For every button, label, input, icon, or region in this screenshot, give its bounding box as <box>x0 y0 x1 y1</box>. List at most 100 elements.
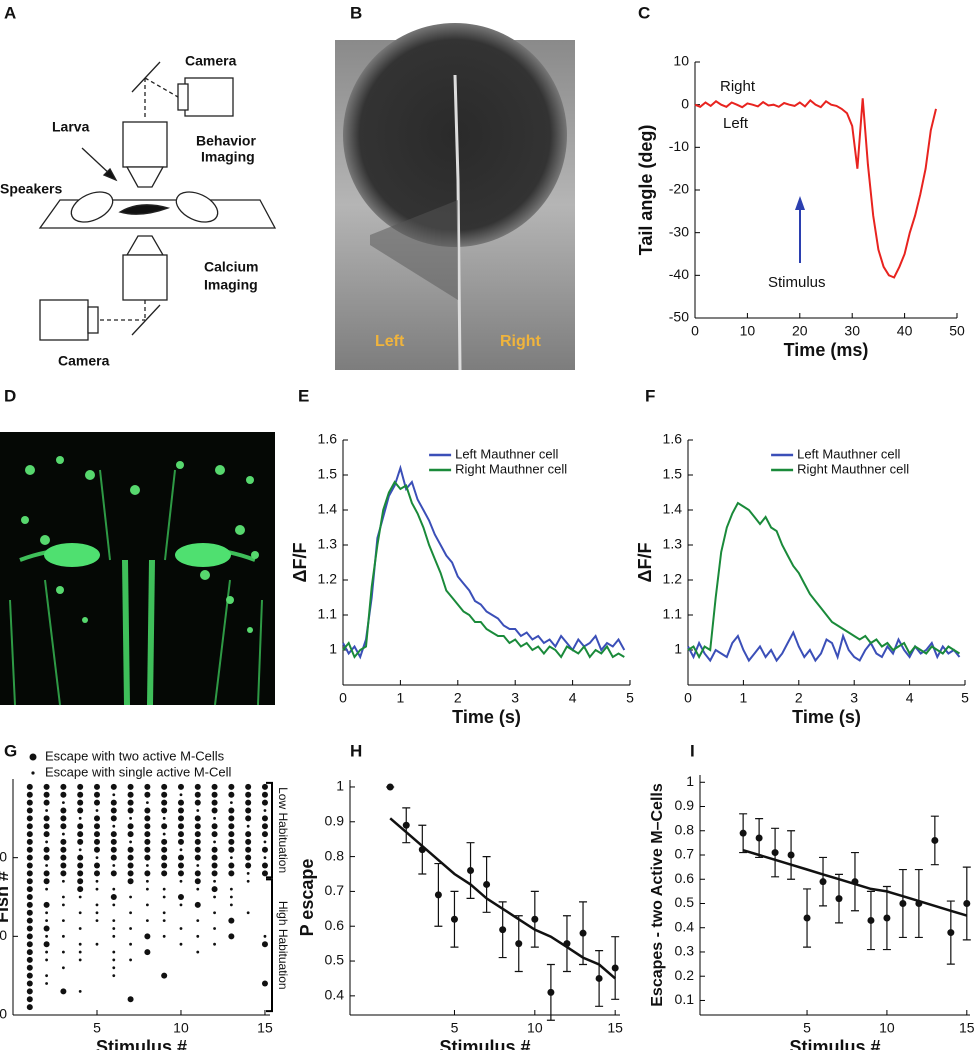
response-dot <box>45 974 48 978</box>
y-tick-label: 1.5 <box>318 466 338 482</box>
x-tick-label: 1 <box>740 690 748 706</box>
response-dot <box>127 996 134 1003</box>
y-tick-label: 20 <box>0 927 7 943</box>
response-dot <box>60 791 67 798</box>
response-dot <box>78 942 82 946</box>
response-dot <box>127 878 134 885</box>
response-dot <box>43 815 50 822</box>
response-dot <box>196 919 200 922</box>
response-dot <box>93 815 100 822</box>
y-tick-label: 0.7 <box>325 882 345 898</box>
response-dot <box>78 990 82 993</box>
response-dot <box>26 838 33 845</box>
y-tick-label: 0.3 <box>675 943 695 959</box>
response-dot <box>61 919 65 922</box>
speaker <box>70 191 114 223</box>
mirror <box>131 304 161 336</box>
response-dot <box>61 903 65 907</box>
response-dot <box>145 919 149 922</box>
response-dot <box>144 823 151 830</box>
response-dot <box>26 878 33 885</box>
response-dot <box>45 864 48 867</box>
speaker <box>175 191 219 223</box>
response-dot <box>144 807 151 814</box>
response-dot <box>26 807 33 814</box>
response-dot <box>60 862 67 869</box>
legend-dot <box>31 771 35 775</box>
label: Larva <box>52 119 90 135</box>
dish-well <box>343 23 567 247</box>
y-tick-label: 1.6 <box>318 431 338 447</box>
response-dot <box>127 831 134 838</box>
response-dot <box>93 823 100 830</box>
y-tick-label: 0.7 <box>675 846 695 862</box>
response-dot <box>110 838 117 845</box>
response-dot <box>144 815 151 822</box>
response-dot <box>26 870 33 877</box>
response-dot <box>211 870 218 877</box>
response-dot <box>177 823 184 830</box>
neurites <box>9 469 263 706</box>
response-dot <box>45 840 48 844</box>
response-dot <box>43 878 50 885</box>
response-dot <box>43 783 50 790</box>
response-dot <box>26 815 33 822</box>
image-label: Right <box>500 333 542 350</box>
response-dot <box>162 934 166 938</box>
response-dot <box>161 783 168 790</box>
response-dot <box>78 950 82 954</box>
response-dot <box>45 887 48 891</box>
response-dot <box>162 832 166 836</box>
response-dot <box>229 903 233 907</box>
response-dot <box>196 950 200 954</box>
y-tick-label: 1 <box>329 641 337 657</box>
response-dot <box>246 872 250 875</box>
x-axis-title: Stimulus # <box>789 1037 880 1050</box>
y-tick-label: 1.3 <box>318 536 338 552</box>
response-dot <box>112 864 116 867</box>
response-dot <box>177 815 184 822</box>
response-dot <box>261 980 268 987</box>
response-dot <box>196 887 200 891</box>
response-dot <box>112 887 116 891</box>
response-dot <box>213 840 216 844</box>
response-dot <box>161 854 168 861</box>
response-dot <box>245 846 252 853</box>
y-tick-label: -20 <box>669 181 689 197</box>
response-dot <box>26 949 33 956</box>
response-dot <box>112 974 116 978</box>
x-tick-label: 15 <box>607 1020 623 1036</box>
response-dot <box>213 895 216 899</box>
response-dot <box>110 854 117 861</box>
response-dot <box>43 941 50 948</box>
response-dot <box>177 799 184 806</box>
response-dot <box>61 966 65 970</box>
response-dot <box>127 854 134 861</box>
response-dot <box>213 879 216 883</box>
panel-label: F <box>645 386 655 405</box>
y-tick-label: 1.6 <box>663 431 683 447</box>
data-point <box>915 899 923 907</box>
response-dot <box>229 887 233 891</box>
data-point <box>611 964 619 972</box>
response-dot <box>110 894 117 900</box>
data-point <box>499 926 507 934</box>
image-label: Left <box>375 333 405 350</box>
response-dot <box>45 950 48 954</box>
label: Calcium <box>204 259 258 275</box>
response-dot <box>26 862 33 869</box>
y-tick-label: 1.2 <box>318 571 338 587</box>
response-dot <box>129 911 132 915</box>
label: Camera <box>58 353 110 369</box>
x-tick-label: 20 <box>792 323 808 339</box>
response-dot <box>261 831 268 838</box>
x-tick-label: 10 <box>527 1020 543 1036</box>
y-tick-label: 0 <box>681 95 689 111</box>
response-dot <box>161 823 168 830</box>
response-dot <box>144 949 151 956</box>
response-dot <box>228 791 235 798</box>
response-dot <box>93 870 100 877</box>
response-dot <box>194 838 201 845</box>
response-dot <box>77 799 84 806</box>
response-dot <box>60 815 67 822</box>
